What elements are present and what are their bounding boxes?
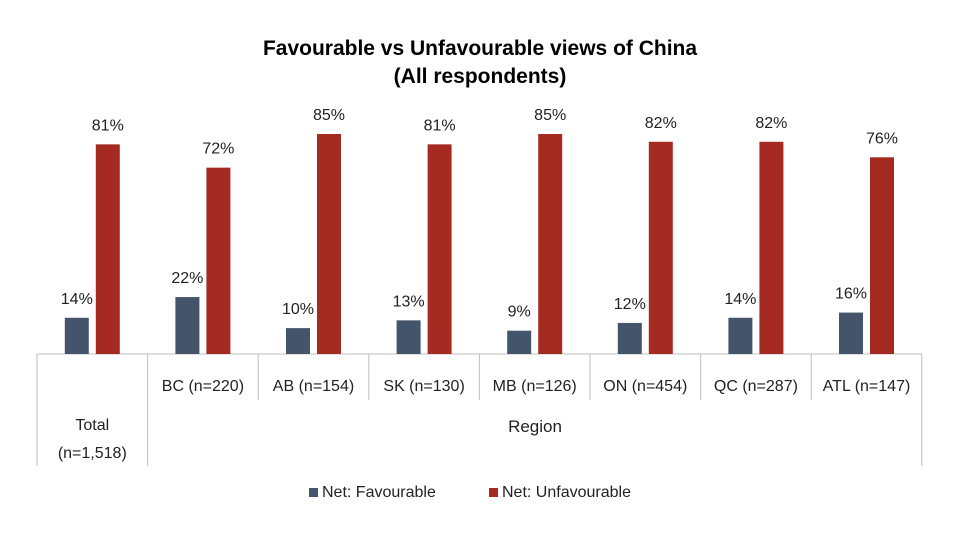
data-label-favourable: 9% <box>508 304 531 321</box>
category-label: Total <box>75 417 109 434</box>
legend-label-favourable: Net: Favourable <box>322 484 436 501</box>
bar-favourable <box>728 317 753 354</box>
data-label-unfavourable: 81% <box>92 117 124 134</box>
legend: Net: Favourable Net: Unfavourable <box>309 484 631 501</box>
category-label: MB (n=126) <box>493 378 577 395</box>
group-label-region: Region <box>508 417 562 436</box>
bar-favourable <box>396 320 421 354</box>
bar-unfavourable <box>759 141 784 354</box>
data-label-unfavourable: 82% <box>645 115 677 132</box>
data-label-unfavourable: 82% <box>755 115 787 132</box>
bar-favourable <box>617 322 642 354</box>
legend-label-unfavourable: Net: Unfavourable <box>502 484 631 501</box>
category-label: BC (n=220) <box>162 378 244 395</box>
data-label-favourable: 14% <box>61 291 93 308</box>
bar-favourable <box>175 297 200 354</box>
data-label-unfavourable: 85% <box>534 107 566 124</box>
data-label-favourable: 14% <box>724 291 756 308</box>
chart-subtitle: (All respondents) <box>394 65 567 88</box>
category-label: QC (n=287) <box>714 378 798 395</box>
data-label-favourable: 10% <box>282 301 314 318</box>
data-label-unfavourable: 81% <box>424 117 456 134</box>
axis-layer <box>36 353 923 466</box>
legend-swatch-unfavourable <box>489 488 498 497</box>
bar-unfavourable <box>870 157 894 354</box>
data-label-unfavourable: 76% <box>866 130 898 147</box>
category-label: ATL (n=147) <box>823 378 911 395</box>
category-labels-layer: Total (n=1,518) BC (n=220) AB (n=154) SK (n=… <box>58 378 910 462</box>
data-label-favourable: 12% <box>614 296 646 313</box>
data-labels-layer: 14% 22% 10% 13% 9% 12% 14% 16% 81% 72% 85% 81% 85% 82… <box>61 107 898 321</box>
chart-title: Favourable vs Unfavourable views of Chin… <box>263 37 697 60</box>
bar-unfavourable <box>317 134 341 354</box>
category-label: (n=1,518) <box>58 445 127 462</box>
data-label-favourable: 22% <box>171 270 203 287</box>
category-label: AB (n=154) <box>273 378 354 395</box>
data-label-unfavourable: 72% <box>202 141 234 158</box>
legend-swatch-favourable <box>309 488 318 497</box>
bar-unfavourable <box>206 167 231 354</box>
bar-unfavourable <box>95 144 120 354</box>
data-label-favourable: 16% <box>835 286 867 303</box>
bar-favourable <box>507 330 532 354</box>
data-label-unfavourable: 85% <box>313 107 345 124</box>
bar-unfavourable <box>538 134 563 354</box>
bars-layer <box>64 134 894 354</box>
bar-favourable <box>64 317 89 354</box>
bar-favourable <box>839 312 863 354</box>
bar-unfavourable <box>427 144 452 354</box>
bar-favourable <box>286 328 310 354</box>
category-label: SK (n=130) <box>383 378 464 395</box>
category-label: ON (n=454) <box>603 378 687 395</box>
bar-unfavourable <box>648 141 673 354</box>
data-label-favourable: 13% <box>393 293 425 310</box>
